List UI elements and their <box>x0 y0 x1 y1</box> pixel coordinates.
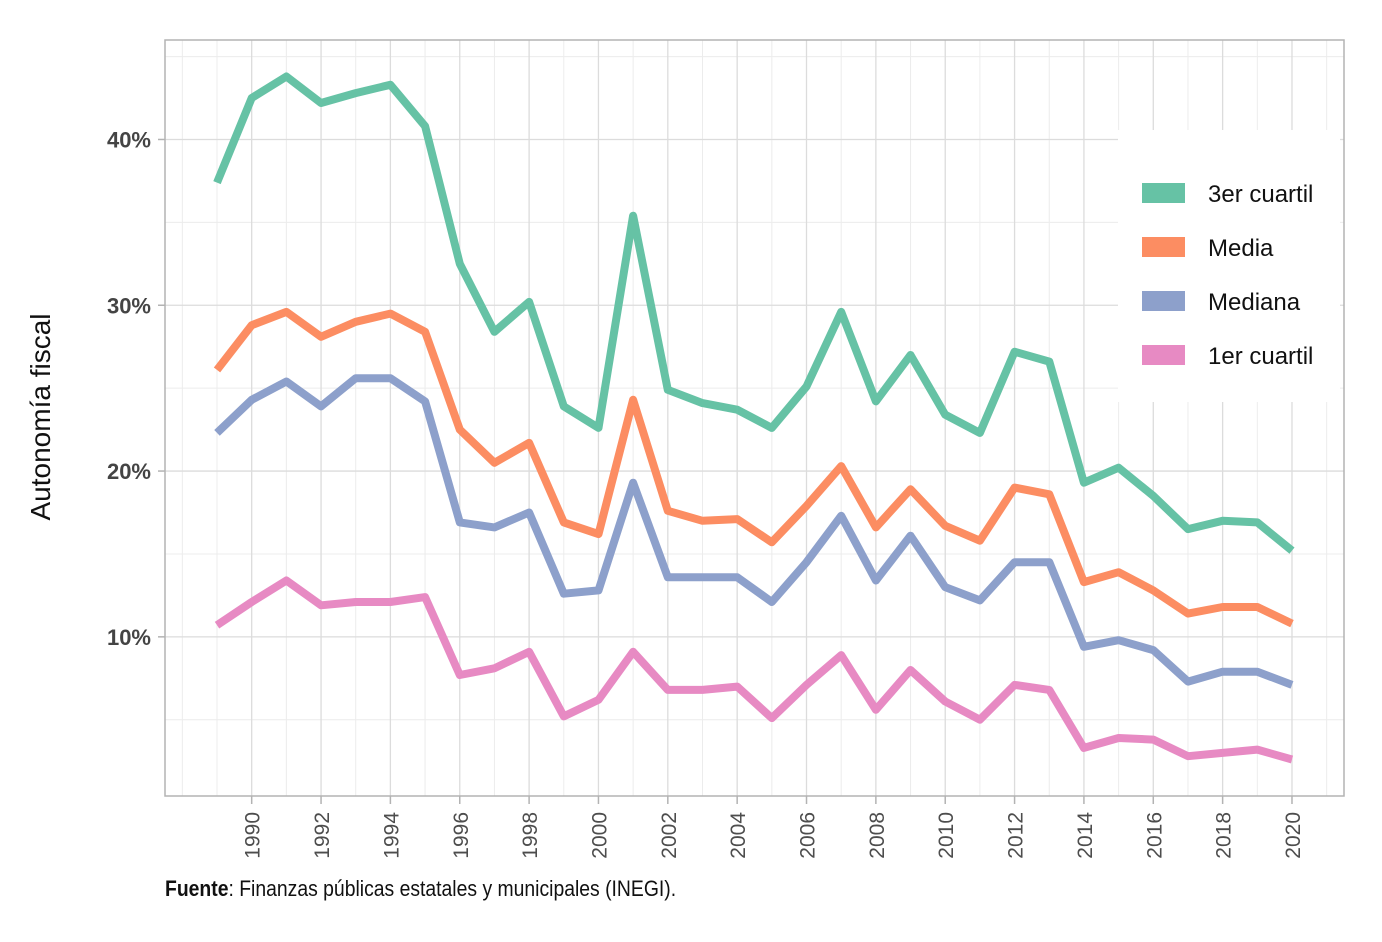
legend-label: 1er cuartil <box>1208 343 1313 370</box>
axis-ticks <box>158 138 1293 804</box>
x-tick-label: 1996 <box>450 812 473 859</box>
legend-swatch <box>1142 291 1185 311</box>
y-tick-label: 10% <box>107 625 151 650</box>
y-axis-label: Autonomía fiscal <box>25 314 56 521</box>
x-tick-label: 1998 <box>519 812 542 859</box>
legend-label: Mediana <box>1208 289 1301 316</box>
x-tick-label: 2002 <box>658 812 681 859</box>
x-tick-label: 2020 <box>1282 812 1305 859</box>
series-line-mediana <box>214 374 1294 689</box>
x-tick-label: 2008 <box>866 812 889 859</box>
plot-panel-border <box>164 39 1345 797</box>
series-line-3er-cuartil <box>213 72 1295 554</box>
x-tick-labels: 1990 1992 1994 1996 1998 2000 2002 2004 2006 2008… <box>242 812 1305 859</box>
x-tick-label: 2018 <box>1213 812 1236 859</box>
series-line-media <box>213 307 1294 628</box>
series-lines <box>213 72 1295 764</box>
source-caption: Fuente: Finanzas públicas estatales y mu… <box>165 876 676 902</box>
legend-item: Mediana <box>1142 289 1301 316</box>
x-tick-label: 2014 <box>1074 812 1097 859</box>
y-tick-label: 20% <box>107 459 151 484</box>
legend: 3er cuartil Media Mediana 1er cuartil <box>1118 130 1340 402</box>
series-line-1er-cuartil <box>214 576 1294 764</box>
legend-swatch <box>1142 345 1185 365</box>
legend-label: 3er cuartil <box>1208 181 1313 208</box>
source-label: Fuente <box>165 876 229 901</box>
y-tick-label: 40% <box>107 127 151 152</box>
y-tick-labels: 10% 20% 30% 40% <box>107 127 151 649</box>
x-tick-label: 2004 <box>727 812 750 859</box>
x-tick-label: 1990 <box>242 812 265 859</box>
x-tick-label: 1992 <box>311 812 334 859</box>
x-tick-label: 2016 <box>1143 812 1166 859</box>
x-tick-label: 2012 <box>1005 812 1028 859</box>
source-text: : Finanzas públicas estatales y municipa… <box>228 876 677 901</box>
x-tick-label: 2000 <box>588 812 611 859</box>
y-tick-label: 30% <box>107 293 151 318</box>
legend-item: 3er cuartil <box>1142 181 1313 208</box>
legend-label: Media <box>1208 235 1274 262</box>
legend-swatch <box>1142 183 1185 203</box>
legend-item: Media <box>1142 235 1274 262</box>
legend-item: 1er cuartil <box>1142 343 1313 370</box>
legend-swatch <box>1142 237 1185 257</box>
x-tick-label: 2006 <box>797 812 820 859</box>
x-tick-label: 1994 <box>380 812 403 859</box>
x-tick-label: 2010 <box>935 812 958 859</box>
